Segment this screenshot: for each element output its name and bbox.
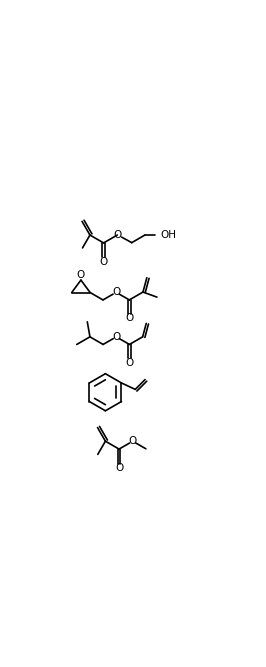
Text: O: O — [115, 463, 123, 473]
Text: O: O — [99, 257, 108, 267]
Text: O: O — [113, 230, 121, 240]
Text: OH: OH — [160, 230, 176, 240]
Text: O: O — [77, 270, 85, 280]
Text: O: O — [125, 358, 134, 368]
Text: O: O — [112, 287, 120, 297]
Text: O: O — [112, 332, 120, 342]
Text: O: O — [125, 313, 134, 323]
Text: O: O — [128, 436, 137, 446]
